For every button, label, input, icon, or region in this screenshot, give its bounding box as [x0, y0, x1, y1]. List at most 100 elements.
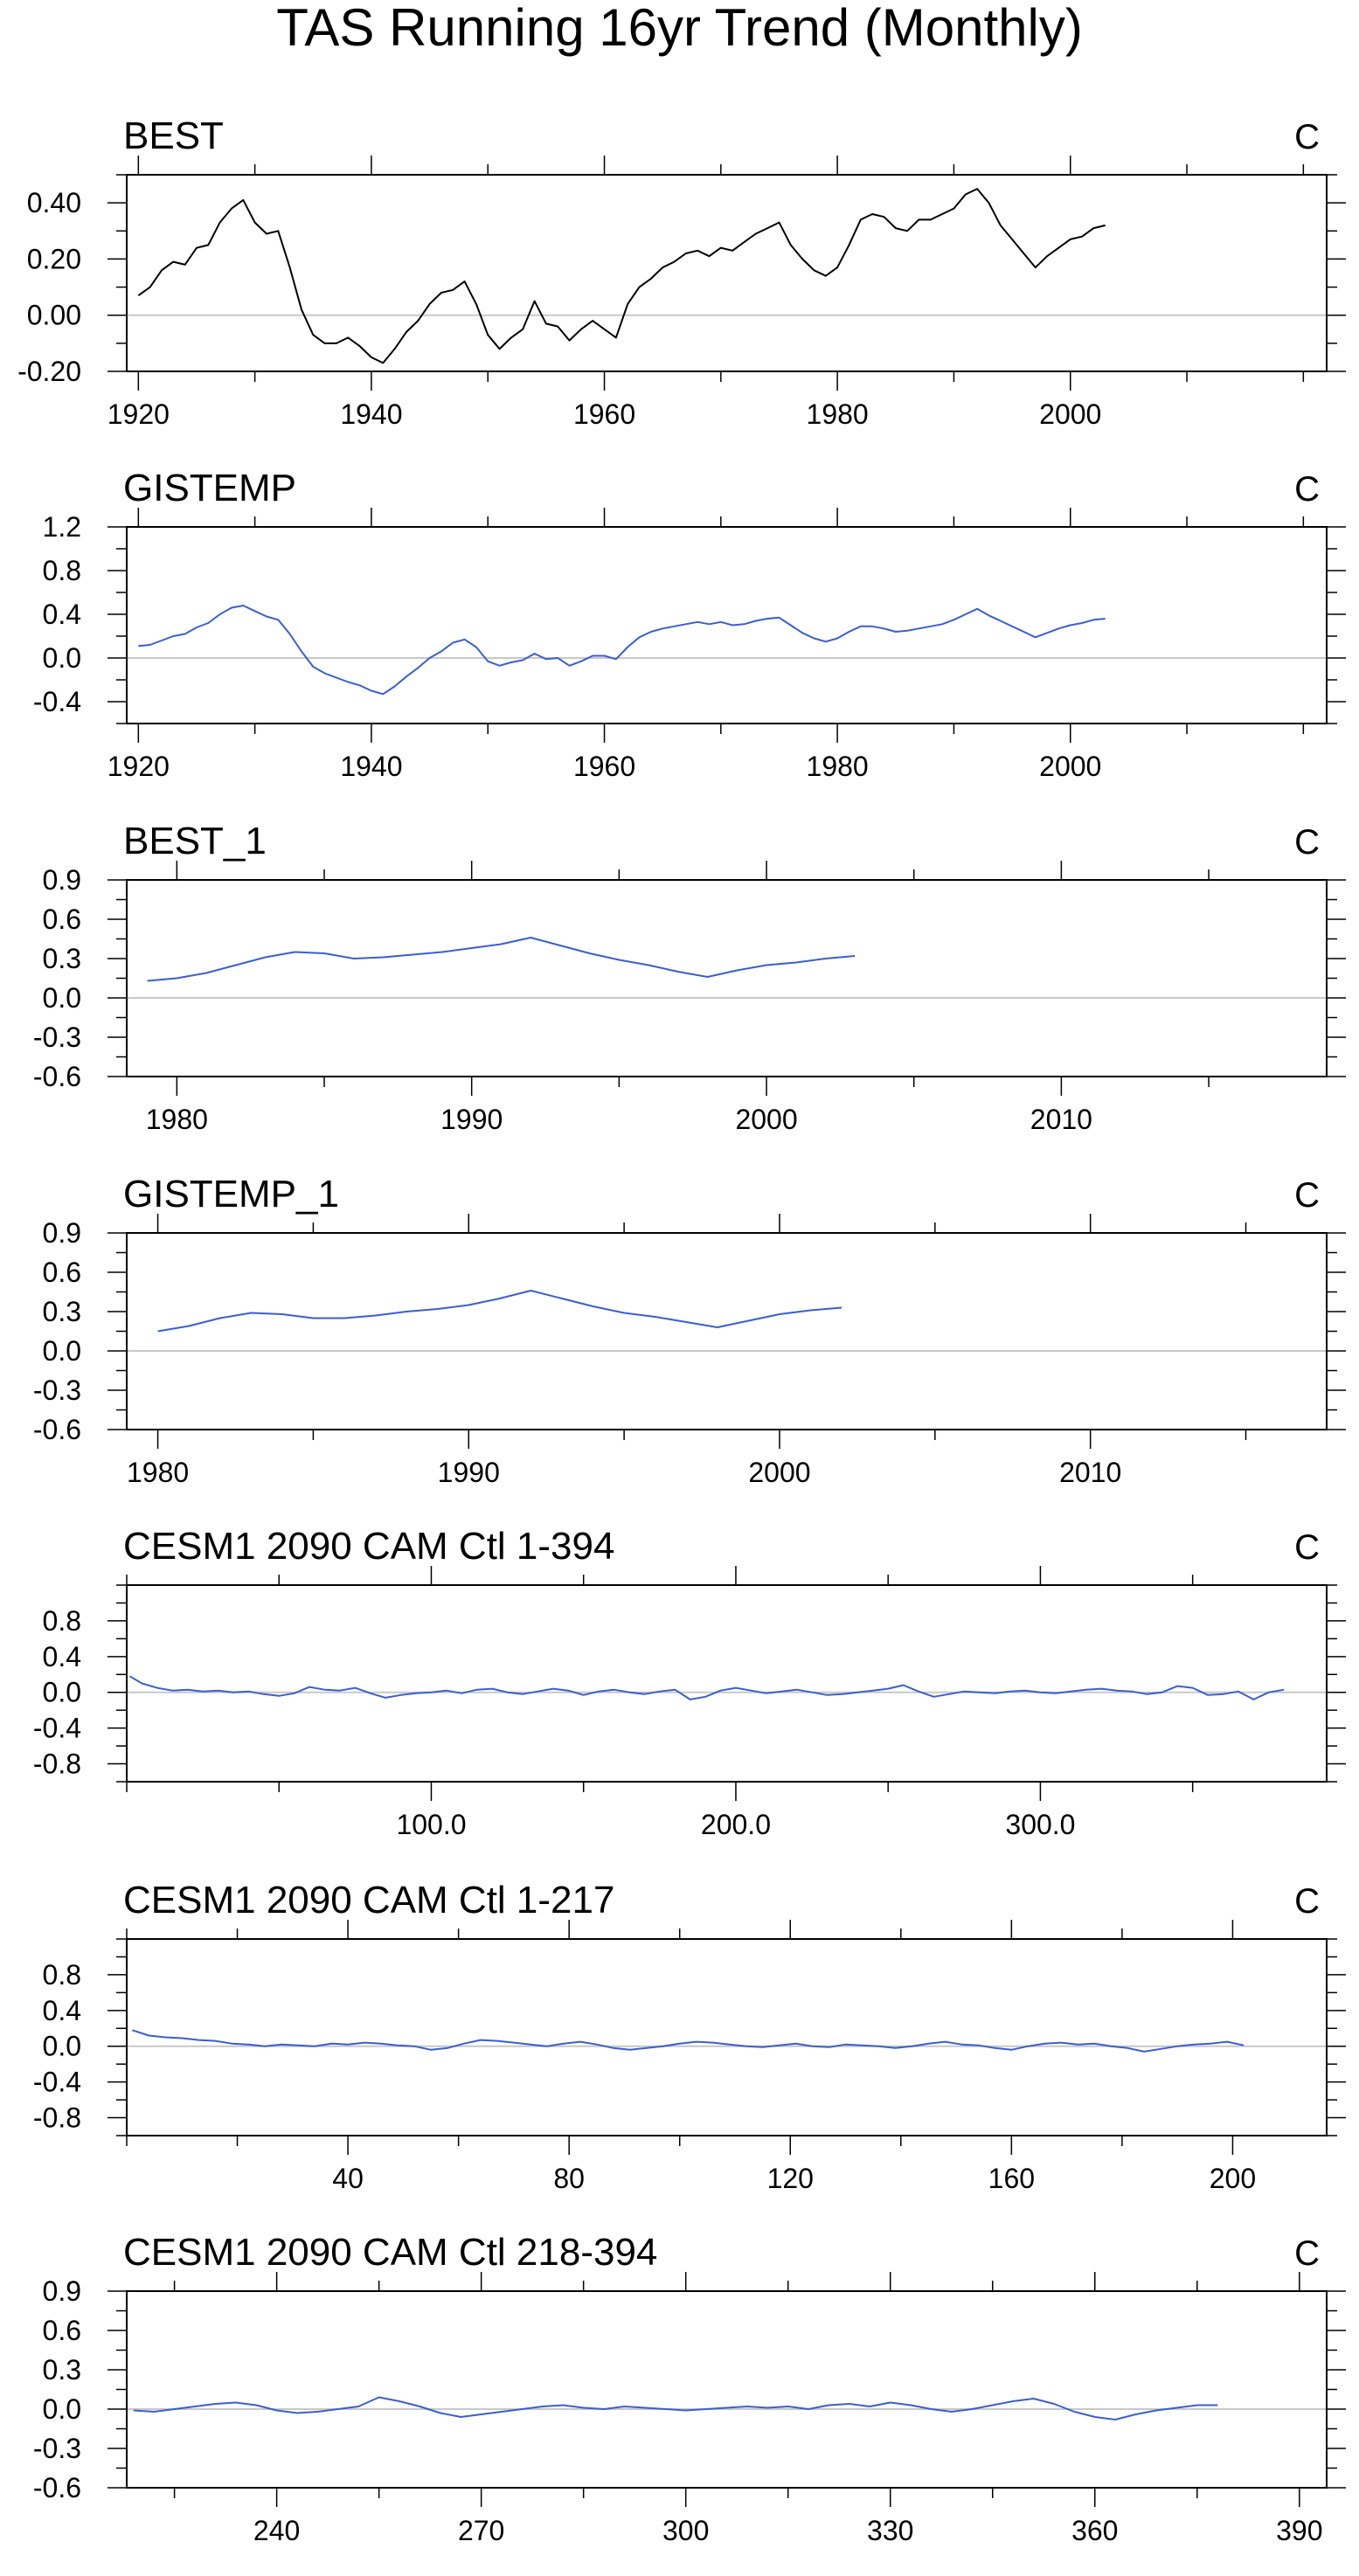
unit-label: C	[1294, 470, 1320, 509]
panel-title: GISTEMP_1	[123, 1173, 339, 1215]
y-tick-label: -0.6	[33, 2472, 81, 2503]
x-tick-label: 1990	[438, 1457, 500, 1488]
chart-panel-7: CESM1 2090 CAM Ctl 218-394 C 240 270 300 330 3…	[33, 2231, 1346, 2546]
plot-frame	[126, 1584, 1328, 1783]
series-line-gistemp-1	[157, 1290, 842, 1333]
x-tick-label: 80	[553, 2163, 585, 2194]
panel-title: CESM1 2090 CAM Ctl 218-394	[123, 2231, 657, 2274]
series-line-best-1	[147, 937, 856, 982]
x-tick-label: 330	[867, 2515, 913, 2546]
x-tick-label: 40	[332, 2163, 364, 2194]
x-tick-label: 1980	[807, 751, 869, 782]
y-tick-label: 0.6	[43, 1257, 81, 1288]
y-tick-label: 0.4	[43, 599, 81, 630]
y-tick-label: -0.4	[33, 2067, 81, 2098]
y-tick-label: 0.9	[43, 1217, 81, 1249]
x-tick-label: 200	[1210, 2163, 1256, 2194]
x-tick-label: 300	[662, 2515, 709, 2546]
y-tick-label: 0.8	[43, 555, 81, 586]
plot-frame	[126, 2290, 1328, 2489]
plot-frame	[126, 1938, 1328, 2136]
x-tick-label: 1980	[807, 398, 869, 430]
y-tick-label: -0.3	[33, 2433, 81, 2464]
chart-panel-1: BEST C 1920 1940 1960 1980 2000 -0.20 0.00 0.20 0.…	[17, 114, 1346, 430]
y-tick-label: 0.0	[43, 2031, 81, 2062]
x-tick-label: 1980	[146, 1104, 208, 1135]
y-tick-label: -0.20	[17, 356, 81, 387]
panel-title: BEST	[123, 114, 224, 157]
x-tick-label: 300.0	[1005, 1809, 1075, 1840]
panel-title: GISTEMP	[123, 467, 296, 509]
x-tick-label: 100.0	[396, 1809, 466, 1840]
y-tick-label: -0.4	[33, 1713, 81, 1744]
panel-title: BEST_1	[123, 820, 267, 862]
y-tick-label: -0.8	[33, 2102, 81, 2134]
y-tick-label: 0.3	[43, 943, 81, 974]
page-title: TAS Running 16yr Trend (Monthly)	[276, 0, 1083, 57]
unit-label: C	[1294, 1528, 1320, 1567]
panel-title: CESM1 2090 CAM Ctl 1-217	[123, 1879, 614, 1922]
y-tick-label: -0.8	[33, 1748, 81, 1780]
unit-label: C	[1294, 2234, 1320, 2273]
chart-panel-2: GISTEMP C 1920 1940 1960 1980 2000 -0.4 0.0 0.4 0.…	[33, 467, 1346, 782]
y-tick-label: 1.2	[43, 511, 81, 543]
panel-title: CESM1 2090 CAM Ctl 1-394	[123, 1525, 614, 1568]
series-line-gistemp	[138, 605, 1106, 696]
series-line-best	[137, 188, 1106, 364]
x-tick-label: 1940	[340, 751, 402, 782]
plot-frame	[126, 174, 1328, 372]
unit-label: C	[1294, 118, 1320, 156]
series-line-cesm1-2090-cam-ctl-1-394	[128, 1675, 1285, 1700]
y-tick-label: 0.20	[27, 243, 81, 274]
y-tick-label: 0.0	[43, 982, 81, 1014]
x-tick-label: 2000	[1039, 398, 1101, 430]
unit-label: C	[1294, 823, 1320, 862]
y-tick-label: -0.4	[33, 686, 81, 717]
x-tick-label: 1990	[440, 1104, 503, 1135]
y-tick-label: -0.6	[33, 1414, 81, 1445]
x-tick-label: 360	[1071, 2515, 1118, 2546]
series-line-cesm1-2090-cam-ctl-1-217	[131, 2029, 1245, 2053]
x-tick-label: 2000	[1039, 751, 1101, 782]
y-tick-label: 0.9	[43, 864, 81, 896]
y-tick-label: 0.0	[43, 2393, 81, 2425]
chart-panel-4: GISTEMP_1 C 1980 1990 2000 2010 -0.6 -0.3 0.0 0.3…	[33, 1173, 1346, 1488]
plot-frame	[126, 1232, 1328, 1430]
y-tick-label: 0.8	[43, 1959, 81, 1991]
y-tick-label: -0.6	[33, 1061, 81, 1092]
x-tick-label: 1980	[127, 1457, 189, 1488]
x-tick-label: 200.0	[701, 1809, 771, 1840]
x-tick-label: 1960	[573, 751, 635, 782]
y-tick-label: 0.8	[43, 1605, 81, 1637]
y-tick-label: 0.3	[43, 2354, 81, 2386]
x-tick-label: 2010	[1059, 1457, 1121, 1488]
y-tick-label: 0.0	[43, 642, 81, 674]
y-tick-label: 0.0	[43, 1335, 81, 1367]
unit-label: C	[1294, 1176, 1320, 1215]
chart-panel-3: BEST_1 C 1980 1990 2000 2010 -0.6 -0.3 0.0 0.3 0.6…	[33, 820, 1346, 1135]
series-line-cesm1-2090-cam-ctl-218-394	[133, 2396, 1218, 2420]
y-tick-label: 0.40	[27, 187, 81, 218]
x-tick-label: 1940	[340, 398, 402, 430]
x-tick-label: 160	[988, 2163, 1035, 2194]
plot-frame	[126, 526, 1328, 724]
chart-panel-5: CESM1 2090 CAM Ctl 1-394 C 100.0 200.0 300.0…	[33, 1525, 1346, 1840]
x-tick-label: 1960	[573, 398, 635, 430]
x-tick-label: 2000	[748, 1457, 810, 1488]
unit-label: C	[1294, 1882, 1320, 1921]
y-tick-label: -0.3	[33, 1021, 81, 1053]
y-tick-label: 0.9	[43, 2275, 81, 2307]
x-tick-label: 1920	[107, 398, 170, 430]
plot-frame	[126, 879, 1328, 1077]
x-tick-label: 270	[458, 2515, 504, 2546]
y-tick-label: 0.0	[43, 1677, 81, 1708]
y-tick-label: 0.4	[43, 1995, 81, 2026]
y-tick-label: 0.00	[27, 300, 81, 331]
x-tick-label: 240	[253, 2515, 300, 2546]
chart-panel-6: CESM1 2090 CAM Ctl 1-217 C 40 80 120 160 200 -0…	[33, 1879, 1346, 2194]
x-tick-label: 2000	[735, 1104, 797, 1135]
y-tick-label: -0.3	[33, 1375, 81, 1406]
x-tick-label: 1920	[107, 751, 170, 782]
y-tick-label: 0.6	[43, 2315, 81, 2346]
